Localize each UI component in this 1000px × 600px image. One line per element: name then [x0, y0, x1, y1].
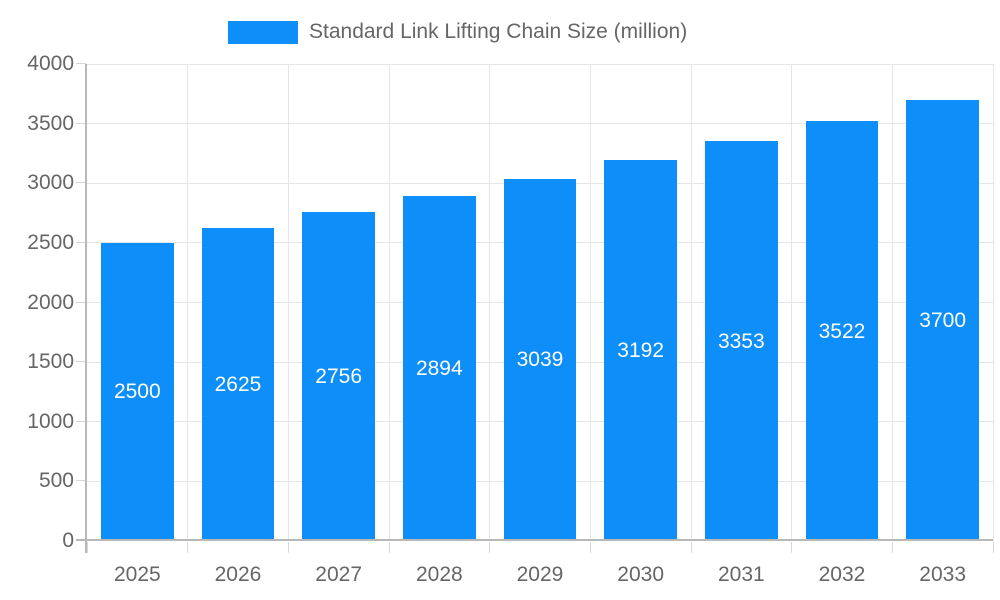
x-tick	[489, 542, 491, 553]
x-gridline	[992, 64, 994, 541]
y-tick-label: 2000	[27, 290, 74, 314]
bar: 3522	[805, 121, 879, 541]
bar: 2500	[101, 242, 174, 541]
x-tick	[992, 542, 994, 553]
bar: 3353	[705, 141, 778, 541]
x-tick-label: 2029	[516, 563, 564, 586]
x-gridline	[287, 64, 289, 541]
x-tick	[791, 542, 793, 553]
y-gridline	[87, 123, 993, 125]
bar: 2894	[403, 195, 476, 541]
bar-value-label: 3522	[818, 319, 866, 343]
x-tick	[388, 542, 390, 553]
x-gridline	[891, 64, 893, 541]
x-tick	[690, 542, 692, 553]
x-tick	[287, 542, 289, 553]
bar-value-label: 2625	[214, 372, 262, 396]
bar-value-label: 2894	[415, 356, 463, 380]
legend-label: Standard Link Lifting Chain Size (millio…	[309, 20, 688, 43]
bar-value-label: 3353	[717, 329, 765, 353]
bar-value-label: 3192	[617, 339, 665, 363]
x-tick-label: 2025	[113, 563, 161, 586]
x-gridline	[187, 64, 189, 541]
bar: 3039	[503, 178, 577, 541]
bar-value-label: 3700	[919, 308, 967, 332]
y-tick-label: 4000	[27, 52, 74, 75]
bar-value-label: 2500	[113, 380, 161, 404]
y-tick	[76, 480, 86, 482]
x-tick	[86, 542, 88, 553]
y-tick	[76, 241, 86, 243]
y-axis-line	[85, 64, 87, 553]
x-tick-label: 2030	[617, 563, 665, 586]
x-axis-line	[76, 539, 993, 541]
x-gridline	[791, 64, 793, 541]
y-tick	[76, 361, 86, 363]
x-tick	[187, 542, 189, 553]
legend: Standard Link Lifting Chain Size (millio…	[228, 19, 687, 45]
x-gridline	[388, 64, 390, 541]
y-tick-label: 500	[38, 469, 74, 493]
y-gridline	[87, 63, 993, 65]
bar-value-label: 3039	[516, 348, 564, 372]
x-tick-label: 2033	[919, 563, 967, 586]
y-tick	[76, 420, 86, 422]
y-tick	[76, 63, 86, 64]
x-tick-label: 2032	[818, 563, 866, 586]
y-tick	[76, 301, 86, 303]
bar: 2625	[201, 227, 275, 541]
x-tick	[891, 542, 893, 553]
y-tick-label: 3500	[27, 111, 74, 135]
x-tick-label: 2027	[315, 563, 363, 586]
x-tick-label: 2028	[415, 563, 463, 586]
bar: 3700	[906, 99, 979, 541]
legend-item[interactable]: Standard Link Lifting Chain Size (millio…	[228, 20, 687, 44]
y-tick	[76, 122, 86, 124]
y-tick-label: 2500	[27, 230, 74, 254]
y-tick-label: 1000	[27, 409, 74, 433]
bar-value-label: 2756	[315, 365, 363, 389]
x-gridline	[489, 64, 491, 541]
y-tick	[76, 182, 86, 184]
x-tick-label: 2026	[214, 563, 262, 586]
y-tick-label: 0	[62, 529, 74, 552]
x-tick	[589, 542, 591, 553]
legend-swatch	[228, 20, 298, 44]
x-gridline	[690, 64, 692, 541]
x-gridline	[589, 64, 591, 541]
y-tick-label: 3000	[27, 171, 74, 195]
bar: 3192	[604, 160, 677, 541]
bar: 2756	[302, 212, 375, 541]
y-tick-label: 1500	[27, 350, 74, 374]
x-tick-label: 2031	[717, 563, 765, 586]
plot-area: 2500 2625 2756 2894 3039 3192 3353 3522 3700	[87, 63, 994, 541]
